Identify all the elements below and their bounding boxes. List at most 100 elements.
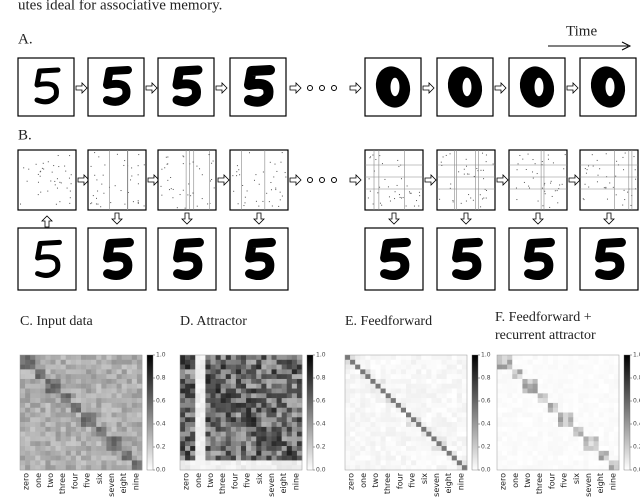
heatmap-cell [185, 369, 191, 375]
pattern-dot [68, 177, 70, 179]
heatmap-cell [30, 436, 36, 442]
heatmap-cell [271, 441, 277, 447]
heatmap-cell [613, 388, 620, 394]
heatmap-cell [365, 359, 371, 365]
heatmap-cell [96, 455, 102, 461]
heatmap-cell [512, 355, 518, 361]
pattern-dot [634, 169, 636, 171]
heatmap-cell [81, 402, 87, 409]
heatmap-cell [426, 378, 432, 385]
pattern-dot [170, 177, 172, 179]
heatmap-cell [563, 369, 569, 375]
heatmap-cell [406, 431, 412, 437]
heatmap-cell [512, 436, 518, 442]
heatmap-cell [121, 383, 128, 389]
colorbar-tick-label: 1.0 [316, 352, 326, 359]
heatmap-cell [261, 441, 267, 447]
heatmap-cell [251, 355, 257, 361]
heatmap-cell [65, 364, 72, 370]
heatmap-cell [517, 417, 523, 423]
heatmap-cell [345, 455, 351, 461]
heatmap-cell [235, 417, 242, 423]
heatmap-cell [613, 450, 620, 456]
heatmap-cell [456, 407, 463, 413]
heatmap-cell [106, 393, 112, 399]
pattern-dot [522, 158, 524, 160]
heatmap-cell [522, 388, 528, 394]
heatmap-cell [20, 412, 26, 418]
heatmap-cell [45, 355, 51, 361]
pattern-dot [268, 201, 270, 203]
heatmap-cell [411, 369, 417, 375]
heatmap-cell [461, 422, 468, 428]
heatmap-cell [385, 465, 392, 471]
heatmap-cell [60, 383, 67, 389]
heatmap-cell [70, 378, 77, 385]
pattern-dot [120, 190, 122, 192]
heatmap-cell [568, 398, 574, 404]
heatmap-cell [563, 378, 569, 385]
heatmap-cell [436, 422, 442, 428]
heatmap-cell [286, 422, 293, 428]
heatmap-cell [126, 378, 133, 385]
heatmap-cell [578, 441, 584, 447]
heatmap-frame [19, 354, 143, 471]
heatmap-cell [461, 402, 468, 409]
heatmap-cell [55, 359, 61, 365]
heatmap-cell [30, 465, 36, 471]
heatmap-cell [261, 364, 267, 370]
heatmap-cell [225, 393, 232, 399]
heatmap-cell [573, 374, 579, 380]
heatmap-cell [246, 417, 252, 423]
heatmap-cell [436, 355, 442, 361]
heatmap-cell [251, 431, 257, 437]
heatmap-title: E. Feedforward [345, 314, 432, 329]
heatmap-cell [532, 422, 538, 428]
x-axis-label: one [34, 473, 43, 488]
heatmap-cell [266, 431, 272, 437]
heatmap-cell [578, 465, 584, 471]
heatmap-cell [91, 441, 97, 447]
heatmap-cell [286, 383, 293, 389]
heatmap-cell [55, 412, 61, 418]
heatmap-cell [50, 402, 56, 409]
heatmap-cell [583, 431, 589, 437]
heatmap-cell [431, 412, 437, 418]
heatmap-cell [527, 446, 533, 452]
colorbar-tick-label: 0.2 [633, 444, 640, 451]
pattern-dot [28, 168, 30, 170]
heatmap-cell [400, 407, 407, 413]
heatmap-cell [588, 460, 594, 466]
heatmap-cell [281, 378, 288, 385]
heatmap-cell [406, 460, 412, 466]
pattern-dot [441, 164, 443, 166]
heatmap-cell [370, 393, 376, 399]
heatmap-cell [256, 446, 262, 452]
heatmap-cell [441, 441, 447, 447]
heatmap-cell [375, 426, 381, 432]
pattern-dot [201, 174, 203, 176]
heatmap-cell [446, 369, 453, 375]
heatmap-cell [40, 388, 46, 394]
heatmap-cell [276, 417, 282, 423]
heatmap-cell [126, 364, 133, 370]
ellipsis-dot [331, 177, 337, 183]
heatmap-cell [552, 369, 559, 375]
heatmap-cell [60, 388, 67, 394]
heatmap-cell [30, 422, 36, 428]
heatmap-cell [603, 374, 610, 380]
heatmap-cell [355, 359, 361, 365]
heatmap-cell [431, 426, 437, 432]
heatmap-cell [552, 412, 559, 418]
heatmap-cell [121, 422, 128, 428]
heatmap-cell [395, 436, 402, 442]
heatmap-cell [446, 436, 453, 442]
heatmap-cell [50, 417, 56, 423]
heatmap-cell [603, 393, 610, 399]
heatmap-cell [121, 407, 128, 413]
heatmap-cell [588, 378, 594, 385]
pattern-dot [269, 161, 271, 163]
heatmap-cell [136, 383, 143, 389]
heatmap-cell [421, 426, 427, 432]
heatmap-cell [291, 369, 298, 375]
